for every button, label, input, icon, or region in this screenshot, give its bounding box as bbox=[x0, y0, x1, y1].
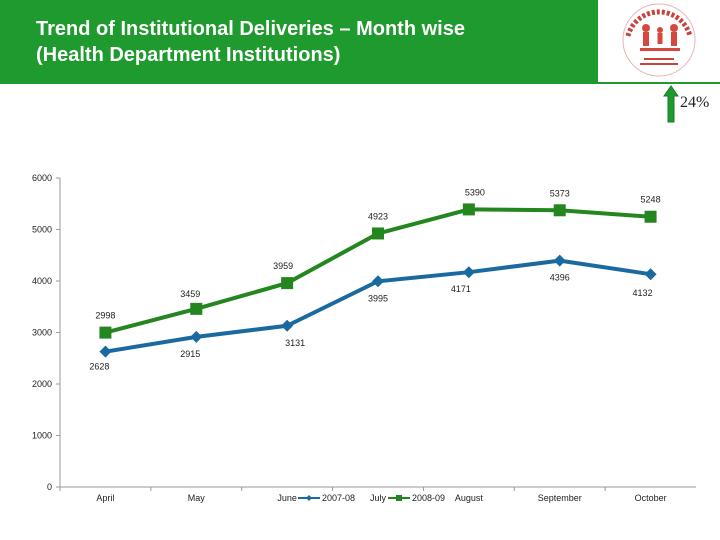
header-banner bbox=[0, 0, 598, 82]
y-tick-label: 5000 bbox=[32, 225, 52, 235]
page-title: Trend of Institutional Deliveries – Mont… bbox=[36, 16, 465, 68]
x-tick-label: April bbox=[96, 493, 114, 503]
y-tick-label: 4000 bbox=[32, 276, 52, 286]
series-marker bbox=[99, 345, 112, 358]
data-label: 5373 bbox=[550, 188, 570, 198]
data-label: 2915 bbox=[180, 349, 200, 359]
y-tick-label: 6000 bbox=[32, 173, 52, 183]
series-marker bbox=[281, 319, 294, 332]
x-tick-label: June bbox=[277, 493, 297, 503]
x-tick-label: July bbox=[370, 493, 387, 503]
data-label: 2998 bbox=[95, 311, 115, 321]
y-tick-label: 1000 bbox=[32, 431, 52, 441]
series-marker bbox=[372, 227, 384, 240]
series-marker bbox=[462, 203, 475, 216]
series-marker bbox=[553, 254, 566, 267]
series-marker bbox=[644, 268, 657, 281]
data-label: 5390 bbox=[465, 187, 485, 197]
up-arrow-icon bbox=[663, 85, 679, 123]
growth-indicator: 24% bbox=[662, 84, 720, 124]
data-label: 3131 bbox=[285, 338, 305, 348]
data-label: 3959 bbox=[273, 261, 293, 271]
y-tick-label: 0 bbox=[47, 482, 52, 492]
legend-marker bbox=[396, 495, 402, 501]
data-label: 4923 bbox=[368, 211, 388, 221]
series-marker bbox=[644, 210, 657, 223]
data-label: 2628 bbox=[89, 362, 109, 372]
x-tick-label: August bbox=[455, 493, 484, 503]
x-tick-label: October bbox=[635, 493, 667, 503]
y-tick-label: 2000 bbox=[32, 379, 52, 389]
legend-label: 2008-09 bbox=[412, 493, 445, 503]
data-label: 4132 bbox=[633, 288, 653, 298]
data-label: 3995 bbox=[368, 293, 388, 303]
series-marker bbox=[281, 277, 294, 290]
series-marker bbox=[190, 302, 203, 315]
y-tick-label: 3000 bbox=[32, 328, 52, 338]
data-label: 4396 bbox=[550, 273, 570, 283]
data-label: 5248 bbox=[641, 195, 661, 205]
series-marker bbox=[462, 266, 475, 279]
title-line-2: (Health Department Institutions) bbox=[36, 44, 341, 66]
growth-percentage: 24% bbox=[680, 94, 710, 111]
data-label: 4171 bbox=[451, 284, 471, 294]
legend-marker bbox=[306, 495, 312, 501]
series-marker bbox=[190, 330, 203, 343]
x-tick-label: September bbox=[538, 493, 582, 503]
data-label: 3459 bbox=[180, 289, 200, 299]
legend-label: 2007-08 bbox=[322, 493, 355, 503]
header-divider bbox=[0, 82, 720, 84]
series-marker bbox=[372, 275, 384, 288]
header: Trend of Institutional Deliveries – Mont… bbox=[0, 0, 720, 84]
series-marker bbox=[99, 326, 112, 339]
x-tick-label: May bbox=[188, 493, 206, 503]
series-marker bbox=[553, 204, 566, 217]
national-rural-health-mission-logo-icon bbox=[598, 0, 720, 82]
title-line-1: Trend of Institutional Deliveries – Mont… bbox=[36, 18, 465, 40]
